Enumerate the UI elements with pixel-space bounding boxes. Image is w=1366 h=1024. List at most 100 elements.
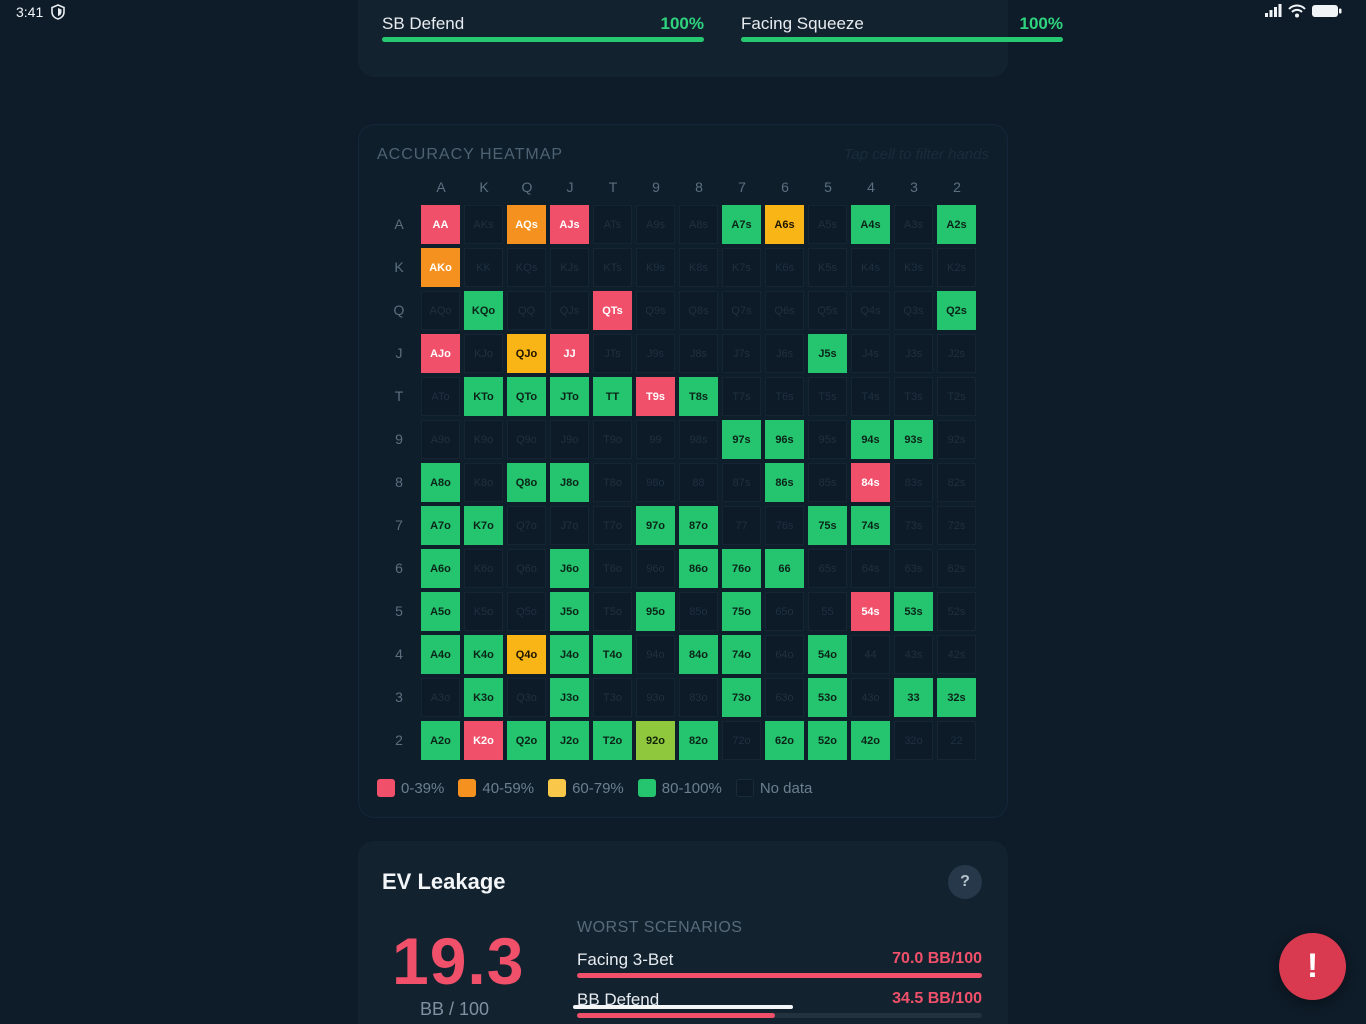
hand-cell-a5o[interactable]: A5o [421,592,460,631]
hand-cell-t9s[interactable]: T9s [636,377,675,416]
hand-cell-66[interactable]: 66 [765,549,804,588]
hand-cell-q7s[interactable]: Q7s [722,291,761,330]
hand-cell-t4s[interactable]: T4s [851,377,890,416]
hand-cell-72s[interactable]: 72s [937,506,976,545]
hand-cell-kk[interactable]: KK [464,248,503,287]
hand-cell-a9s[interactable]: A9s [636,205,675,244]
hand-cell-53s[interactable]: 53s [894,592,933,631]
hand-cell-j7o[interactable]: J7o [550,506,589,545]
hand-cell-q8s[interactable]: Q8s [679,291,718,330]
hand-cell-86o[interactable]: 86o [679,549,718,588]
hand-cell-33[interactable]: 33 [894,678,933,717]
hand-cell-82s[interactable]: 82s [937,463,976,502]
hand-cell-k4s[interactable]: K4s [851,248,890,287]
hand-cell-94s[interactable]: 94s [851,420,890,459]
hand-cell-j5s[interactable]: J5s [808,334,847,373]
hand-cell-q7o[interactable]: Q7o [507,506,546,545]
hand-cell-t5o[interactable]: T5o [593,592,632,631]
hand-cell-a8s[interactable]: A8s [679,205,718,244]
hand-cell-73s[interactable]: 73s [894,506,933,545]
hand-cell-ajs[interactable]: AJs [550,205,589,244]
hand-cell-32o[interactable]: 32o [894,721,933,760]
hand-cell-32s[interactable]: 32s [937,678,976,717]
hand-cell-a3o[interactable]: A3o [421,678,460,717]
hand-cell-85o[interactable]: 85o [679,592,718,631]
hand-cell-82o[interactable]: 82o [679,721,718,760]
hand-cell-q6s[interactable]: Q6s [765,291,804,330]
hand-cell-k9o[interactable]: K9o [464,420,503,459]
hand-cell-j2s[interactable]: J2s [937,334,976,373]
hand-cell-j7s[interactable]: J7s [722,334,761,373]
hand-cell-52s[interactable]: 52s [937,592,976,631]
hand-cell-42o[interactable]: 42o [851,721,890,760]
hand-cell-qto[interactable]: QTo [507,377,546,416]
hand-cell-a2o[interactable]: A2o [421,721,460,760]
hand-cell-t4o[interactable]: T4o [593,635,632,674]
hand-cell-j9s[interactable]: J9s [636,334,675,373]
hand-cell-jts[interactable]: JTs [593,334,632,373]
hand-cell-99[interactable]: 99 [636,420,675,459]
hand-cell-kjs[interactable]: KJs [550,248,589,287]
hand-cell-t8s[interactable]: T8s [679,377,718,416]
hand-cell-74o[interactable]: 74o [722,635,761,674]
hand-cell-kqs[interactable]: KQs [507,248,546,287]
hand-cell-22[interactable]: 22 [937,721,976,760]
hand-cell-aks[interactable]: AKs [464,205,503,244]
hand-cell-q9s[interactable]: Q9s [636,291,675,330]
hand-cell-q6o[interactable]: Q6o [507,549,546,588]
hand-cell-63o[interactable]: 63o [765,678,804,717]
hand-cell-85s[interactable]: 85s [808,463,847,502]
hand-cell-72o[interactable]: 72o [722,721,761,760]
hand-cell-97o[interactable]: 97o [636,506,675,545]
hand-cell-74s[interactable]: 74s [851,506,890,545]
hand-cell-q8o[interactable]: Q8o [507,463,546,502]
hand-cell-t3o[interactable]: T3o [593,678,632,717]
hand-cell-ako[interactable]: AKo [421,248,460,287]
hand-cell-65s[interactable]: 65s [808,549,847,588]
hand-cell-a4o[interactable]: A4o [421,635,460,674]
hand-cell-76s[interactable]: 76s [765,506,804,545]
hand-cell-88[interactable]: 88 [679,463,718,502]
hand-cell-j8s[interactable]: J8s [679,334,718,373]
hand-cell-t3s[interactable]: T3s [894,377,933,416]
hand-cell-53o[interactable]: 53o [808,678,847,717]
hand-cell-qq[interactable]: QQ [507,291,546,330]
hand-cell-a9o[interactable]: A9o [421,420,460,459]
hand-cell-84o[interactable]: 84o [679,635,718,674]
hand-cell-98s[interactable]: 98s [679,420,718,459]
hand-cell-j6s[interactable]: J6s [765,334,804,373]
hand-cell-qjs[interactable]: QJs [550,291,589,330]
hand-cell-kts[interactable]: KTs [593,248,632,287]
hand-cell-54o[interactable]: 54o [808,635,847,674]
hand-cell-t9o[interactable]: T9o [593,420,632,459]
hand-cell-a7s[interactable]: A7s [722,205,761,244]
hand-cell-84s[interactable]: 84s [851,463,890,502]
hand-cell-76o[interactable]: 76o [722,549,761,588]
hand-cell-k2o[interactable]: K2o [464,721,503,760]
hand-cell-aqs[interactable]: AQs [507,205,546,244]
hand-cell-a6s[interactable]: A6s [765,205,804,244]
hand-cell-96o[interactable]: 96o [636,549,675,588]
hand-cell-k5o[interactable]: K5o [464,592,503,631]
hand-cell-62o[interactable]: 62o [765,721,804,760]
hand-cell-k3s[interactable]: K3s [894,248,933,287]
hand-cell-64s[interactable]: 64s [851,549,890,588]
hand-cell-aa[interactable]: AA [421,205,460,244]
hand-cell-ats[interactable]: ATs [593,205,632,244]
hand-cell-kqo[interactable]: KQo [464,291,503,330]
hand-cell-ato[interactable]: ATo [421,377,460,416]
hand-cell-k6o[interactable]: K6o [464,549,503,588]
hand-cell-q5o[interactable]: Q5o [507,592,546,631]
hand-cell-j5o[interactable]: J5o [550,592,589,631]
hand-cell-j3s[interactable]: J3s [894,334,933,373]
hand-cell-43o[interactable]: 43o [851,678,890,717]
hand-cell-44[interactable]: 44 [851,635,890,674]
hand-cell-j9o[interactable]: J9o [550,420,589,459]
hand-cell-k2s[interactable]: K2s [937,248,976,287]
hand-cell-43s[interactable]: 43s [894,635,933,674]
hand-cell-65o[interactable]: 65o [765,592,804,631]
hand-cell-t2s[interactable]: T2s [937,377,976,416]
hand-cell-63s[interactable]: 63s [894,549,933,588]
hand-cell-a6o[interactable]: A6o [421,549,460,588]
hand-cell-qjo[interactable]: QJo [507,334,546,373]
